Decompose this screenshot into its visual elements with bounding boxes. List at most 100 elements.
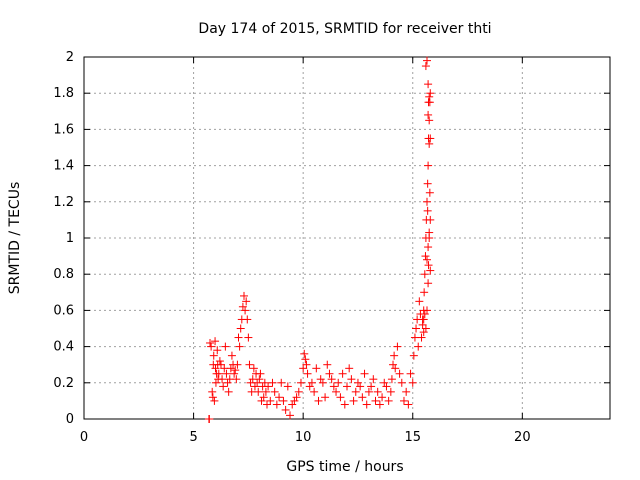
data-point [249, 364, 258, 373]
data-point [426, 89, 435, 98]
tick-labels: 00.20.40.60.811.21.41.61.820 5 10 15 20 [53, 50, 530, 445]
data-point [232, 375, 241, 384]
data-point [307, 378, 316, 387]
data-point [277, 378, 286, 387]
data-point [283, 382, 292, 391]
data-point [323, 360, 332, 369]
y-tick-label: 0 [66, 412, 74, 427]
data-point [329, 382, 338, 391]
data-point [268, 378, 277, 387]
data-point [424, 161, 433, 170]
data-point [364, 387, 373, 396]
data-point [239, 291, 248, 300]
chart-title: Day 174 of 2015, SRMTID for receiver tht… [198, 21, 491, 37]
y-tick-label: 1.2 [53, 195, 74, 210]
data-point [234, 333, 243, 342]
data-point [279, 396, 288, 405]
data-point [257, 396, 266, 405]
data-point [349, 396, 358, 405]
data-point [224, 387, 233, 396]
data-point [312, 364, 321, 373]
data-point [417, 333, 426, 342]
data-point [375, 400, 384, 409]
data-point [353, 378, 362, 387]
data-point [231, 366, 240, 375]
data-point [301, 355, 310, 364]
data-point [222, 369, 231, 378]
data-point [347, 375, 356, 384]
data-point [351, 387, 360, 396]
data-point [209, 351, 218, 360]
y-tick-label: 0.6 [53, 303, 74, 318]
x-axis-label: GPS time / hours [286, 459, 403, 475]
data-point [334, 378, 343, 387]
data-point [420, 288, 429, 297]
data-point [316, 375, 325, 384]
data-point [422, 197, 431, 206]
y-tick-label: 0.4 [53, 340, 74, 355]
y-tick-label: 2 [66, 50, 74, 65]
data-point [423, 179, 432, 188]
data-point [259, 393, 268, 402]
data-point [299, 364, 308, 373]
data-point [421, 252, 430, 261]
data-point [422, 56, 431, 65]
data-point [391, 364, 400, 373]
data-point [399, 396, 408, 405]
data-point [266, 396, 275, 405]
data-point [244, 333, 253, 342]
data-point [390, 351, 399, 360]
data-point [422, 255, 431, 264]
data-point [210, 396, 219, 405]
data-point [406, 369, 415, 378]
y-tick-label: 1.4 [53, 159, 74, 174]
data-point [261, 387, 270, 396]
data-point [402, 387, 411, 396]
y-axis-label: SRMTID / TECUs [7, 182, 23, 295]
data-point [424, 98, 433, 107]
data-point [378, 393, 387, 402]
data-point [327, 375, 336, 384]
y-tick-label: 1.6 [53, 122, 74, 137]
data-point [336, 393, 345, 402]
data-point [424, 110, 433, 119]
data-point [360, 369, 369, 378]
data-point [208, 387, 217, 396]
data-point [272, 400, 281, 409]
data-point [418, 320, 427, 329]
data-point [404, 400, 413, 409]
data-point [233, 360, 242, 369]
data-point [242, 297, 251, 306]
x-tick-label: 15 [404, 430, 421, 445]
data-point [325, 369, 334, 378]
data-point [362, 400, 371, 409]
data-point [415, 297, 424, 306]
data-point [245, 360, 254, 369]
data-point [263, 400, 272, 409]
data-point [409, 351, 418, 360]
data-point [424, 279, 433, 288]
data-point [236, 324, 245, 333]
data-point [241, 306, 250, 315]
data-point [270, 387, 279, 396]
data-point [382, 382, 391, 391]
y-tick-label: 1 [66, 231, 74, 246]
axis-ticks [83, 56, 610, 420]
data-point [419, 328, 428, 337]
data-point [424, 243, 433, 252]
data-point [386, 387, 395, 396]
data-point [314, 396, 323, 405]
data-point [256, 369, 265, 378]
data-point [294, 387, 303, 396]
data-points [204, 56, 435, 423]
data-point [302, 360, 311, 369]
data-point [290, 396, 299, 405]
data-point [425, 228, 434, 237]
x-tick-label: 10 [295, 430, 312, 445]
data-point [208, 393, 217, 402]
data-point [206, 338, 215, 347]
data-point [369, 375, 378, 384]
data-point [420, 310, 429, 319]
data-point [213, 346, 222, 355]
